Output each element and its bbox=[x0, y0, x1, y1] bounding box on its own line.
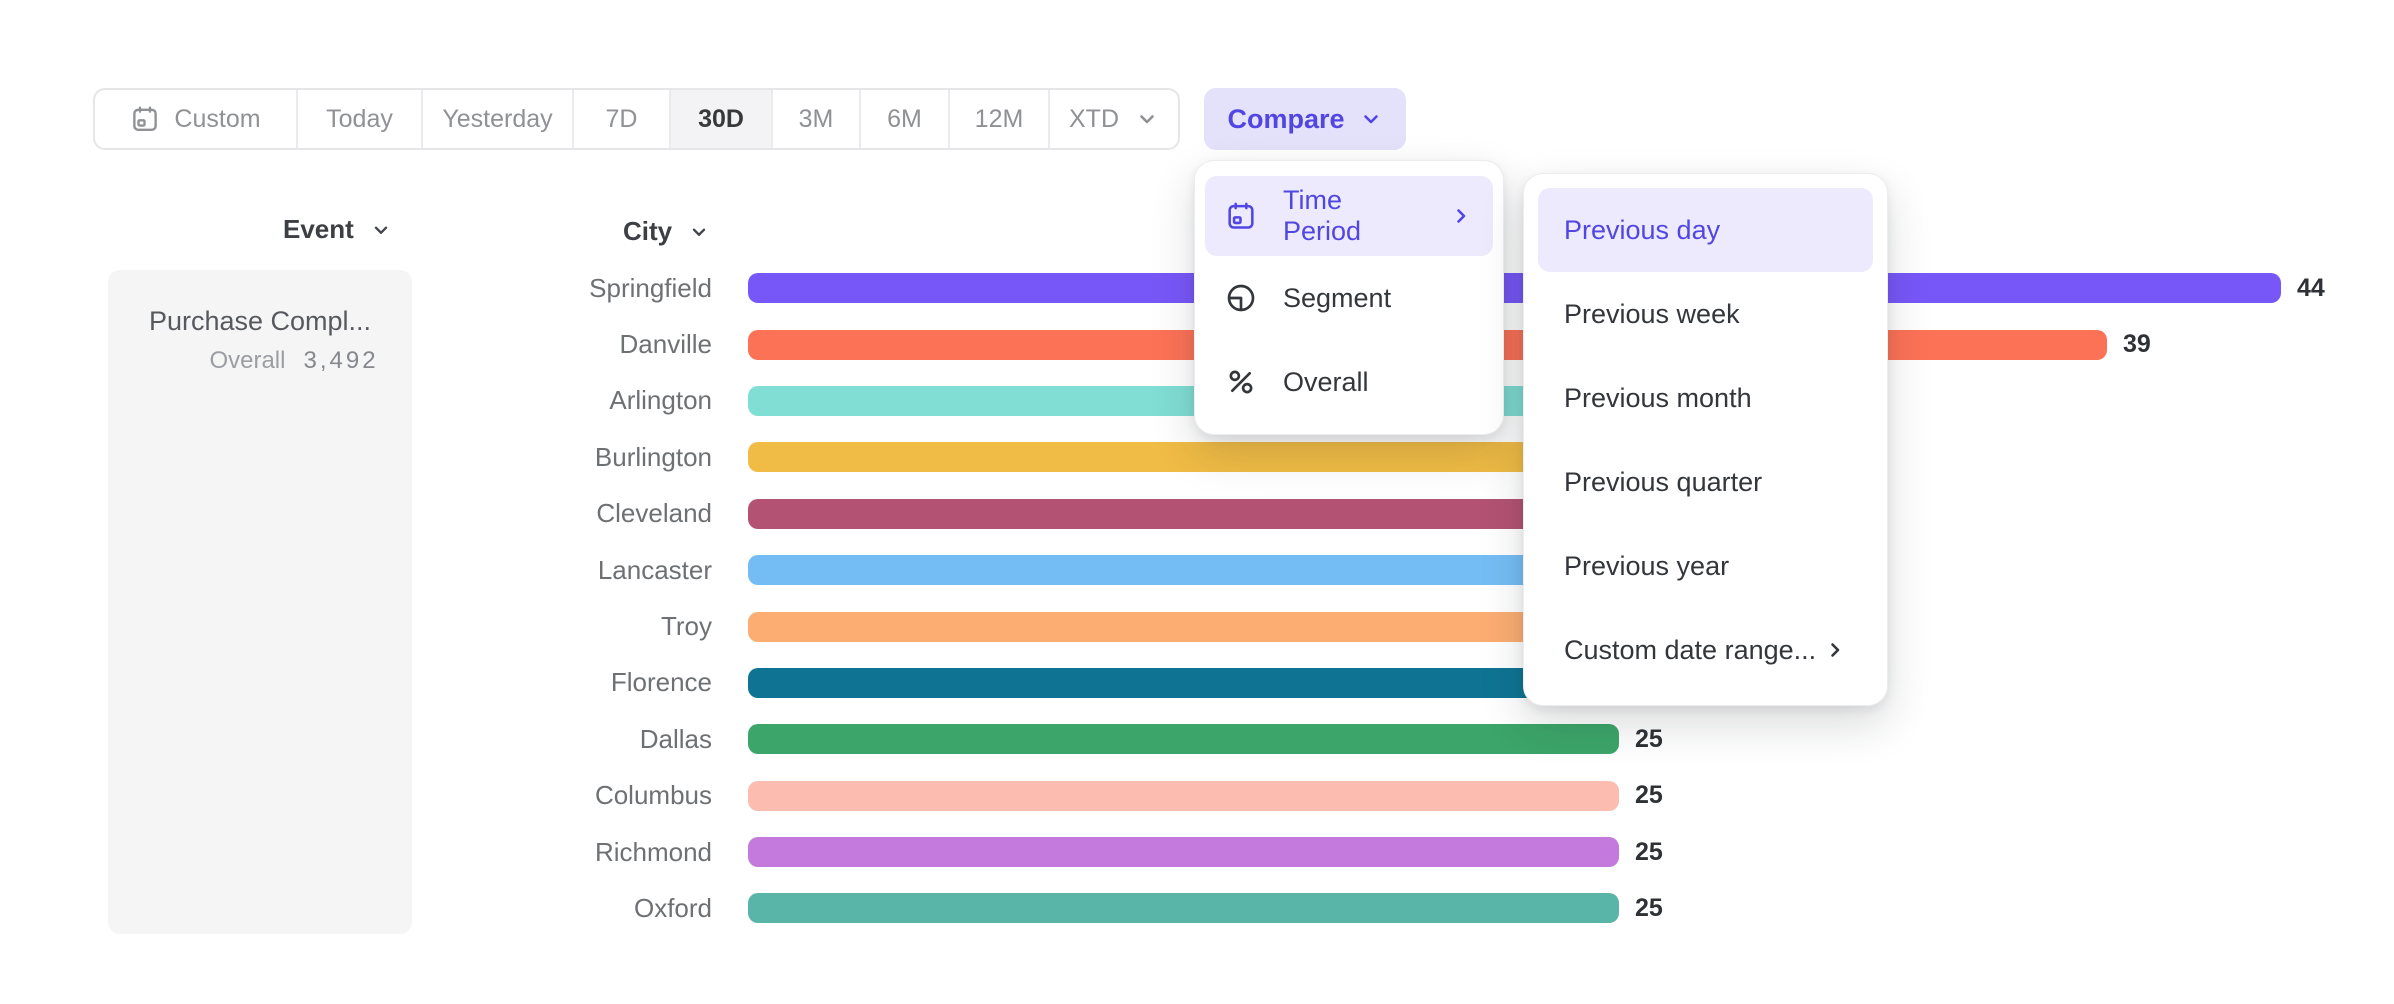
city-label: Burlington bbox=[594, 441, 712, 472]
event-title: Purchase Compl... bbox=[148, 306, 372, 336]
menu-item-label: Previous month bbox=[1564, 382, 1752, 413]
city-header-label: City bbox=[623, 216, 673, 246]
chart-row: Troy bbox=[0, 598, 2394, 654]
menu-item-previous-year[interactable]: Previous year bbox=[1538, 524, 1873, 608]
chart-row: Springfield 44 bbox=[0, 260, 2394, 316]
chart-row: Cleveland bbox=[0, 486, 2394, 542]
range-7d[interactable]: 7D bbox=[574, 90, 671, 148]
chevron-down-icon bbox=[1359, 107, 1383, 131]
range-label: Today bbox=[326, 104, 393, 133]
range-custom[interactable]: Custom bbox=[95, 90, 298, 148]
bar-richmond[interactable] bbox=[748, 837, 1619, 868]
city-label: Arlington bbox=[609, 385, 712, 416]
range-12m[interactable]: 12M bbox=[950, 90, 1050, 148]
menu-item-label: Previous week bbox=[1564, 298, 1740, 329]
time-period-menu: Previous day Previous week Previous month P… bbox=[1523, 173, 1888, 706]
chevron-down-icon bbox=[1135, 107, 1159, 131]
city-label: Springfield bbox=[589, 272, 712, 303]
city-label: Columbus bbox=[594, 780, 712, 811]
range-label: Custom bbox=[174, 104, 261, 133]
chart-row: Columbus 25 bbox=[0, 768, 2394, 824]
chevron-down-icon bbox=[370, 219, 392, 241]
menu-item-label: Previous day bbox=[1564, 214, 1721, 245]
menu-item-previous-month[interactable]: Previous month bbox=[1538, 356, 1873, 440]
city-label: Florence bbox=[610, 667, 712, 698]
city-label: Dallas bbox=[639, 723, 712, 754]
bar-value: 25 bbox=[1635, 837, 1663, 866]
menu-item-label: Custom date range... bbox=[1564, 634, 1817, 665]
range-label: 7D bbox=[605, 104, 638, 133]
menu-item-label: Previous quarter bbox=[1564, 466, 1763, 497]
range-label: XTD bbox=[1069, 104, 1119, 133]
bar-columbus[interactable] bbox=[748, 780, 1619, 811]
menu-item-custom-date-range[interactable]: Custom date range... bbox=[1538, 608, 1873, 692]
range-yesterday[interactable]: Yesterday bbox=[423, 90, 574, 148]
range-3m[interactable]: 3M bbox=[773, 90, 861, 148]
chart-row: Richmond 25 bbox=[0, 824, 2394, 880]
menu-item-label: Segment bbox=[1283, 282, 1392, 313]
range-label: 12M bbox=[974, 104, 1024, 133]
menu-item-overall[interactable]: Overall bbox=[1205, 340, 1493, 424]
bar-oxford[interactable] bbox=[748, 893, 1619, 924]
city-label: Cleveland bbox=[596, 498, 712, 529]
chart-row: Lancaster bbox=[0, 542, 2394, 598]
range-xtd[interactable]: XTD bbox=[1050, 90, 1178, 148]
calendar-icon bbox=[1225, 200, 1257, 232]
city-label: Danville bbox=[619, 329, 713, 360]
event-column-header[interactable]: Event bbox=[283, 214, 392, 245]
city-label: Richmond bbox=[594, 836, 712, 867]
chart-row: Dallas 25 bbox=[0, 711, 2394, 767]
segment-icon bbox=[1225, 282, 1257, 314]
date-range-toolbar: Custom Today Yesterday 7D 30D 3M 6M 12M XTD bbox=[93, 88, 1180, 150]
menu-item-label: Previous year bbox=[1564, 550, 1730, 581]
chevron-right-icon bbox=[1823, 638, 1847, 662]
bar-value: 39 bbox=[2123, 330, 2151, 359]
city-label: Lancaster bbox=[597, 554, 712, 585]
bar-value: 25 bbox=[1635, 893, 1663, 922]
menu-item-previous-week[interactable]: Previous week bbox=[1538, 272, 1873, 356]
menu-item-previous-quarter[interactable]: Previous quarter bbox=[1538, 440, 1873, 524]
range-30d[interactable]: 30D bbox=[671, 90, 773, 148]
bar-chart: Springfield 44 Danville 39 Arlington Burlingt… bbox=[0, 260, 2394, 937]
metric-value: 3,492 bbox=[303, 347, 379, 374]
bar-dallas[interactable] bbox=[748, 724, 1619, 755]
event-metric: Overall 3,492 bbox=[142, 347, 446, 375]
calendar-icon bbox=[130, 104, 160, 134]
chart-row: Oxford 25 bbox=[0, 880, 2394, 936]
range-6m[interactable]: 6M bbox=[861, 90, 950, 148]
city-label: Troy bbox=[660, 611, 712, 642]
menu-item-label: Overall bbox=[1283, 366, 1369, 397]
bar-value: 25 bbox=[1635, 781, 1663, 810]
range-label: 6M bbox=[887, 104, 922, 133]
compare-label: Compare bbox=[1227, 103, 1345, 134]
event-header-label: Event bbox=[283, 214, 354, 244]
bar-value: 44 bbox=[2297, 273, 2325, 302]
range-today[interactable]: Today bbox=[298, 90, 423, 148]
metric-label: Overall bbox=[209, 347, 286, 374]
percent-icon bbox=[1225, 366, 1257, 398]
menu-item-previous-day[interactable]: Previous day bbox=[1538, 188, 1873, 272]
range-label: 3M bbox=[798, 104, 834, 133]
event-card[interactable]: Purchase Compl... Overall 3,492 bbox=[108, 270, 412, 934]
menu-item-time-period[interactable]: Time Period bbox=[1205, 176, 1493, 256]
compare-button[interactable]: Compare bbox=[1204, 88, 1406, 150]
range-label: 30D bbox=[698, 104, 744, 133]
compare-menu: Time Period Segment Overall bbox=[1194, 160, 1504, 435]
chevron-down-icon bbox=[688, 221, 710, 243]
city-label: Oxford bbox=[633, 892, 712, 923]
chart-row: Burlington bbox=[0, 429, 2394, 485]
chevron-right-icon bbox=[1449, 204, 1473, 228]
city-column-header[interactable]: City bbox=[623, 216, 710, 247]
chart-row: Florence bbox=[0, 655, 2394, 711]
bar-springfield[interactable] bbox=[748, 273, 2281, 304]
menu-item-segment[interactable]: Segment bbox=[1205, 256, 1493, 340]
menu-item-label: Time Period bbox=[1283, 185, 1362, 246]
range-label: Yesterday bbox=[442, 104, 553, 133]
bar-value: 25 bbox=[1635, 724, 1663, 753]
